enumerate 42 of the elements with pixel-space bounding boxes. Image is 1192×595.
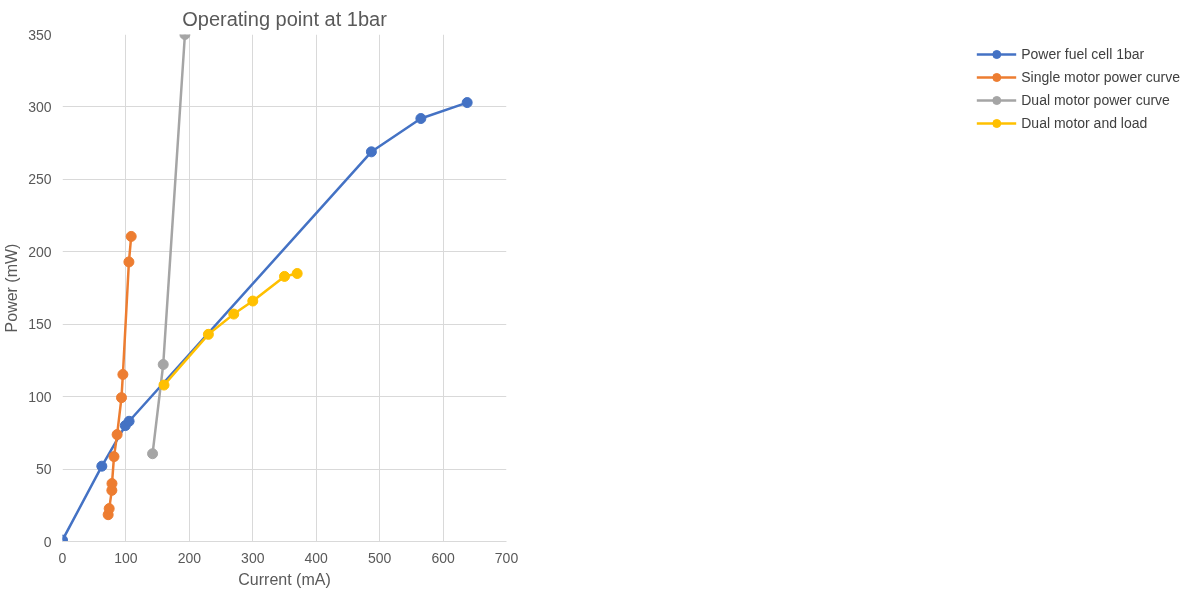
point <box>247 295 259 307</box>
point <box>111 429 123 441</box>
point <box>125 230 137 242</box>
x-tick-label: 400 <box>304 549 329 566</box>
y-tick-label: 250 <box>28 171 52 188</box>
y-tick-label: 50 <box>35 461 52 478</box>
point <box>202 328 214 340</box>
point <box>228 308 240 320</box>
legend-label: Dual motor power curve <box>1021 92 1170 108</box>
x-tick-label: 300 <box>241 549 265 566</box>
legend-label: Single motor power curve <box>1021 69 1180 85</box>
point <box>108 451 120 463</box>
point <box>279 270 290 282</box>
y-tick-label: 100 <box>28 388 52 405</box>
x-tick-label: 100 <box>114 549 138 566</box>
point <box>291 268 303 279</box>
x-tick-label: 700 <box>494 549 519 566</box>
x-tick-label: 600 <box>431 549 455 566</box>
point <box>115 392 127 404</box>
point <box>147 448 159 460</box>
x-axis-title: Current (mA) <box>238 570 331 588</box>
y-axis-title: Power (mW) <box>3 243 21 333</box>
x-tick-label: 200 <box>177 549 202 566</box>
legend-label: Dual motor and load <box>1021 115 1148 131</box>
legend-label: Power fuel cell 1bar <box>1021 46 1145 62</box>
x-tick-label: 0 <box>58 549 67 566</box>
y-tick-label: 200 <box>28 243 52 260</box>
y-tick-label: 0 <box>43 533 52 550</box>
y-tick-label: 350 <box>28 26 52 43</box>
y-tick-label: 300 <box>28 98 52 115</box>
point <box>123 256 135 268</box>
x-tick-label: 500 <box>367 549 392 566</box>
point <box>365 146 377 158</box>
y-tick-label: 150 <box>28 316 52 333</box>
point <box>158 379 170 391</box>
point <box>461 97 473 109</box>
chart-title: Operating point at 1bar <box>182 7 388 30</box>
point <box>117 368 129 380</box>
point <box>96 460 108 472</box>
point <box>157 358 169 370</box>
point <box>415 113 427 125</box>
point <box>123 415 135 427</box>
